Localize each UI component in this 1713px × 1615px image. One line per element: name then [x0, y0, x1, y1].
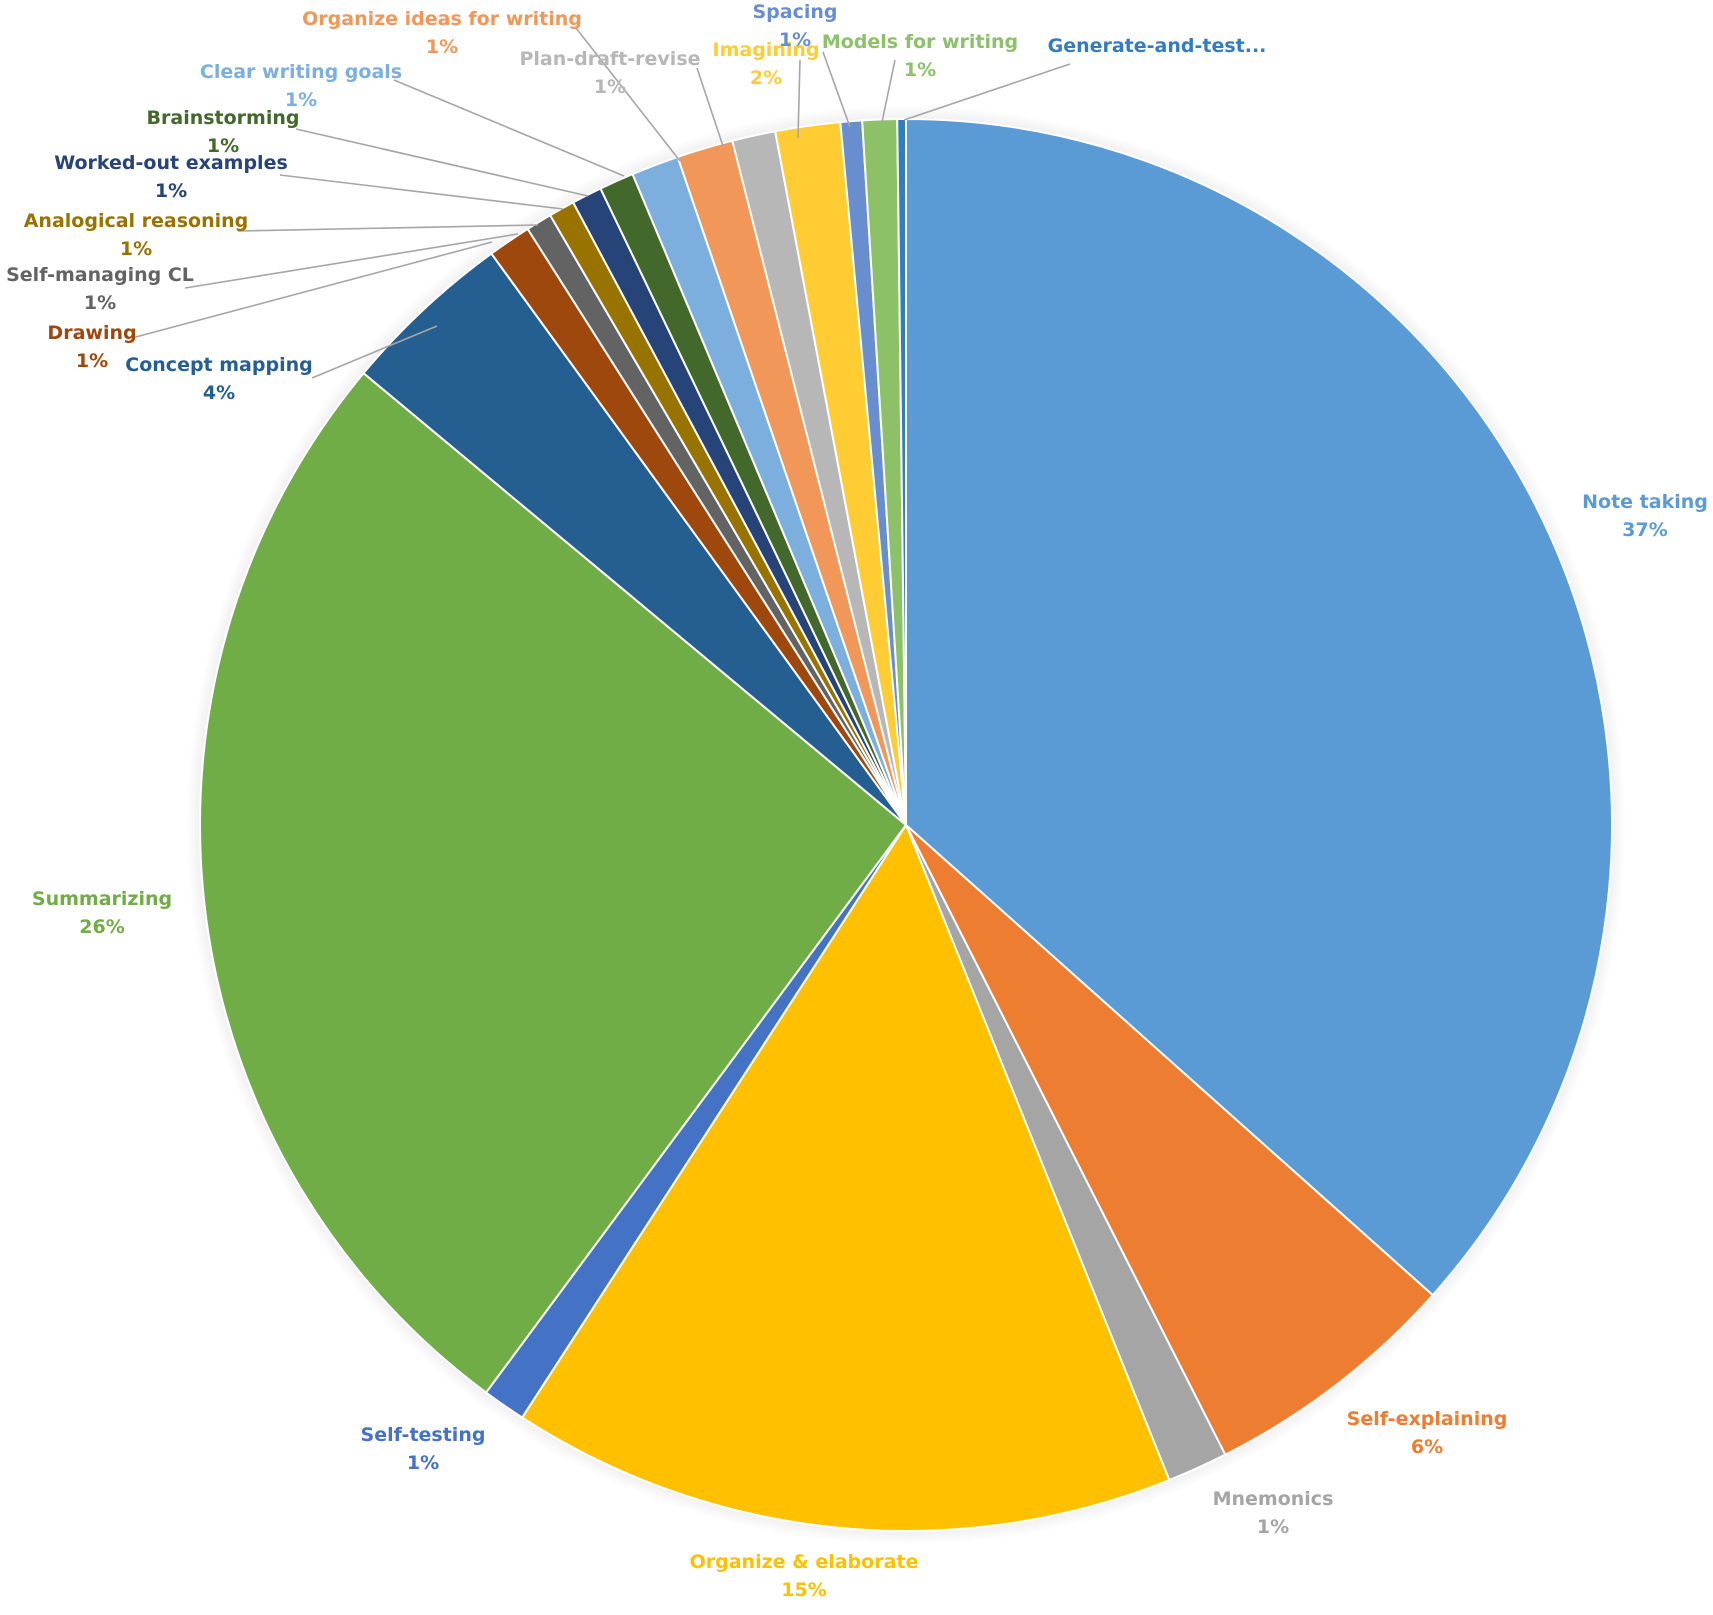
slice-label-organize-ideas-for-writing: Organize ideas for writing — [302, 8, 582, 30]
slice-percent-models-for-writing: 1% — [904, 59, 936, 81]
slice-percent-mnemonics: 1% — [1257, 1516, 1289, 1538]
leader-line-analogical-reasoning — [237, 224, 539, 232]
slice-label-self-explaining: Self-explaining — [1347, 1408, 1508, 1430]
slice-label-brainstorming: Brainstorming — [147, 107, 300, 129]
slice-label-concept-mapping: Concept mapping — [125, 354, 312, 376]
slice-percent-spacing: 1% — [779, 29, 811, 51]
slice-label-mnemonics: Mnemonics — [1213, 1488, 1334, 1510]
slice-percent-brainstorming: 1% — [207, 135, 239, 157]
slice-percent-note-taking: 37% — [1622, 519, 1667, 541]
leader-line-models-for-writing — [881, 59, 896, 123]
leader-line-generate-and-test — [903, 63, 1071, 121]
slice-percent-analogical-reasoning: 1% — [120, 238, 152, 260]
slice-percent-self-testing: 1% — [407, 1452, 439, 1474]
slice-label-spacing: Spacing — [752, 1, 837, 23]
slice-label-drawing: Drawing — [47, 322, 136, 344]
slice-label-imagining: Imagining — [713, 39, 820, 61]
slice-percent-plan-draft-revise: 1% — [594, 76, 626, 98]
slice-label-analogical-reasoning: Analogical reasoning — [24, 210, 249, 232]
slice-label-note-taking: Note taking — [1582, 491, 1708, 513]
slice-label-organize-elaborate: Organize & elaborate — [690, 1551, 919, 1573]
leader-line-plan-draft-revise — [696, 67, 724, 147]
leader-line-imagining — [797, 59, 801, 139]
pie-slice-organize-elaborate — [521, 824, 1171, 1532]
slice-label-clear-writing-goals: Clear writing goals — [200, 61, 402, 83]
slice-percent-organize-ideas-for-writing: 1% — [426, 36, 458, 58]
pie-slices — [199, 117, 1613, 1532]
slice-percent-organize-elaborate: 15% — [781, 1579, 826, 1601]
slice-label-self-testing: Self-testing — [361, 1424, 486, 1446]
slice-label-summarizing: Summarizing — [32, 888, 172, 910]
slice-label-models-for-writing: Models for writing — [822, 31, 1018, 53]
leader-line-organize-ideas-for-writing — [575, 27, 681, 162]
leader-line-concept-mapping — [311, 325, 438, 379]
leader-line-self-managing-cl — [184, 233, 519, 289]
leader-line-brainstorming — [295, 128, 589, 197]
slice-percent-clear-writing-goals: 1% — [285, 89, 317, 111]
slice-percent-self-explaining: 6% — [1411, 1436, 1443, 1458]
leader-line-spacing — [822, 51, 851, 128]
leader-lines — [131, 27, 1071, 379]
pie-slice-self-explaining — [905, 824, 1434, 1456]
slice-label-plan-draft-revise: Plan-draft-revise — [519, 48, 700, 70]
leader-line-drawing — [131, 241, 493, 339]
slice-labels: Note taking 37% Self-explaining 6% Mnemonics… — [6, 1, 1708, 1601]
leader-line-clear-writing-goals — [393, 79, 625, 177]
slice-percent-worked-out-examples: 1% — [155, 180, 187, 202]
slice-percent-imagining: 2% — [750, 67, 782, 89]
slice-label-self-managing-cl: Self-managing CL — [6, 264, 194, 286]
slice-label-generate-and-test: Generate-and-test... — [1048, 35, 1267, 57]
slice-percent-drawing: 1% — [76, 350, 108, 372]
slice-percent-summarizing: 26% — [79, 916, 124, 938]
leader-line-worked-out-examples — [279, 174, 564, 210]
pie-slice-summarizing — [199, 372, 907, 1394]
slice-label-worked-out-examples: Worked-out examples — [54, 152, 288, 174]
slice-percent-self-managing-cl: 1% — [84, 292, 116, 314]
pie-slice-note-taking — [905, 118, 1613, 1297]
slice-percent-concept-mapping: 4% — [203, 382, 235, 404]
